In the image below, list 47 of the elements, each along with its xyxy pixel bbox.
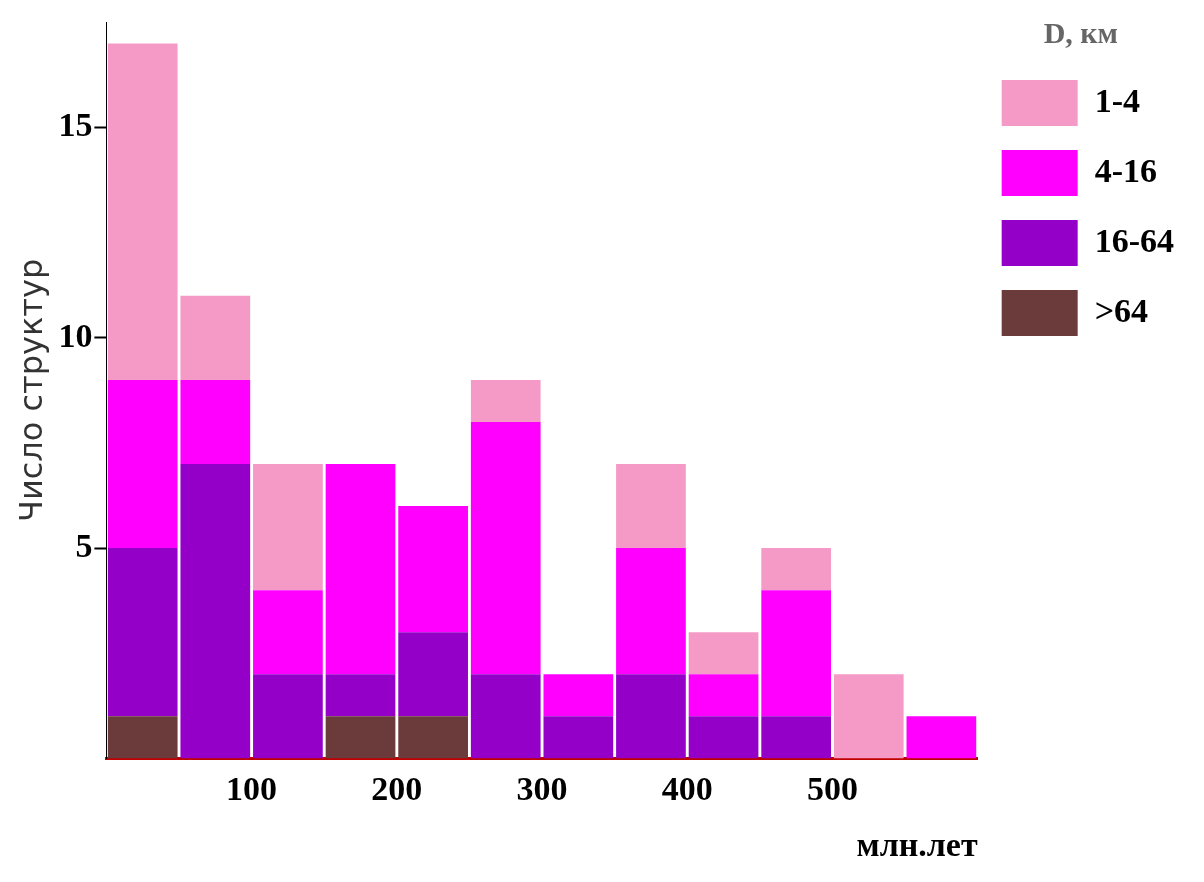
- bar: [470, 674, 541, 759]
- bar: [325, 464, 396, 675]
- bar: [906, 716, 977, 759]
- bar: [616, 548, 686, 675]
- bar: [470, 379, 541, 422]
- bar: [688, 674, 759, 717]
- bar: [253, 464, 323, 591]
- bar: [253, 590, 323, 675]
- bar: [253, 674, 323, 759]
- bar: [761, 548, 832, 591]
- y-tick-label: 10: [58, 316, 93, 354]
- bar: [543, 716, 614, 759]
- x-tick-label: 100: [226, 769, 278, 807]
- bar: [107, 716, 178, 759]
- bar: [325, 674, 396, 717]
- bar: [470, 421, 541, 675]
- bar: [180, 379, 251, 464]
- legend-label: 4-16: [1094, 151, 1158, 189]
- legend-label: >64: [1094, 291, 1149, 329]
- bar: [543, 674, 614, 717]
- x-tick-label: 500: [806, 769, 858, 807]
- bar: [616, 674, 686, 759]
- bar: [761, 716, 832, 759]
- bar: [833, 674, 904, 759]
- x-tick-label: 300: [516, 769, 568, 807]
- bar: [180, 464, 251, 759]
- y-axis-title: Число структур: [11, 258, 50, 523]
- bar: [107, 548, 178, 717]
- bar: [398, 506, 468, 633]
- x-axis-title: млн.лет: [856, 826, 978, 864]
- bar: [180, 295, 251, 380]
- x-tick-label: 400: [661, 769, 713, 807]
- bar: [688, 716, 759, 759]
- bar: [616, 464, 686, 549]
- bar: [107, 379, 178, 549]
- legend-title: D, км: [1043, 15, 1119, 49]
- legend-label: 16-64: [1094, 221, 1175, 259]
- bar: [107, 43, 178, 380]
- y-tick-label: 15: [58, 106, 93, 144]
- bar: [398, 632, 468, 717]
- y-tick-label: 5: [75, 526, 93, 564]
- x-tick-label: 200: [371, 769, 423, 807]
- bar: [688, 632, 759, 675]
- bar: [398, 716, 468, 759]
- bar: [325, 716, 396, 759]
- legend-label: 1-4: [1094, 81, 1141, 119]
- bar: [761, 590, 832, 717]
